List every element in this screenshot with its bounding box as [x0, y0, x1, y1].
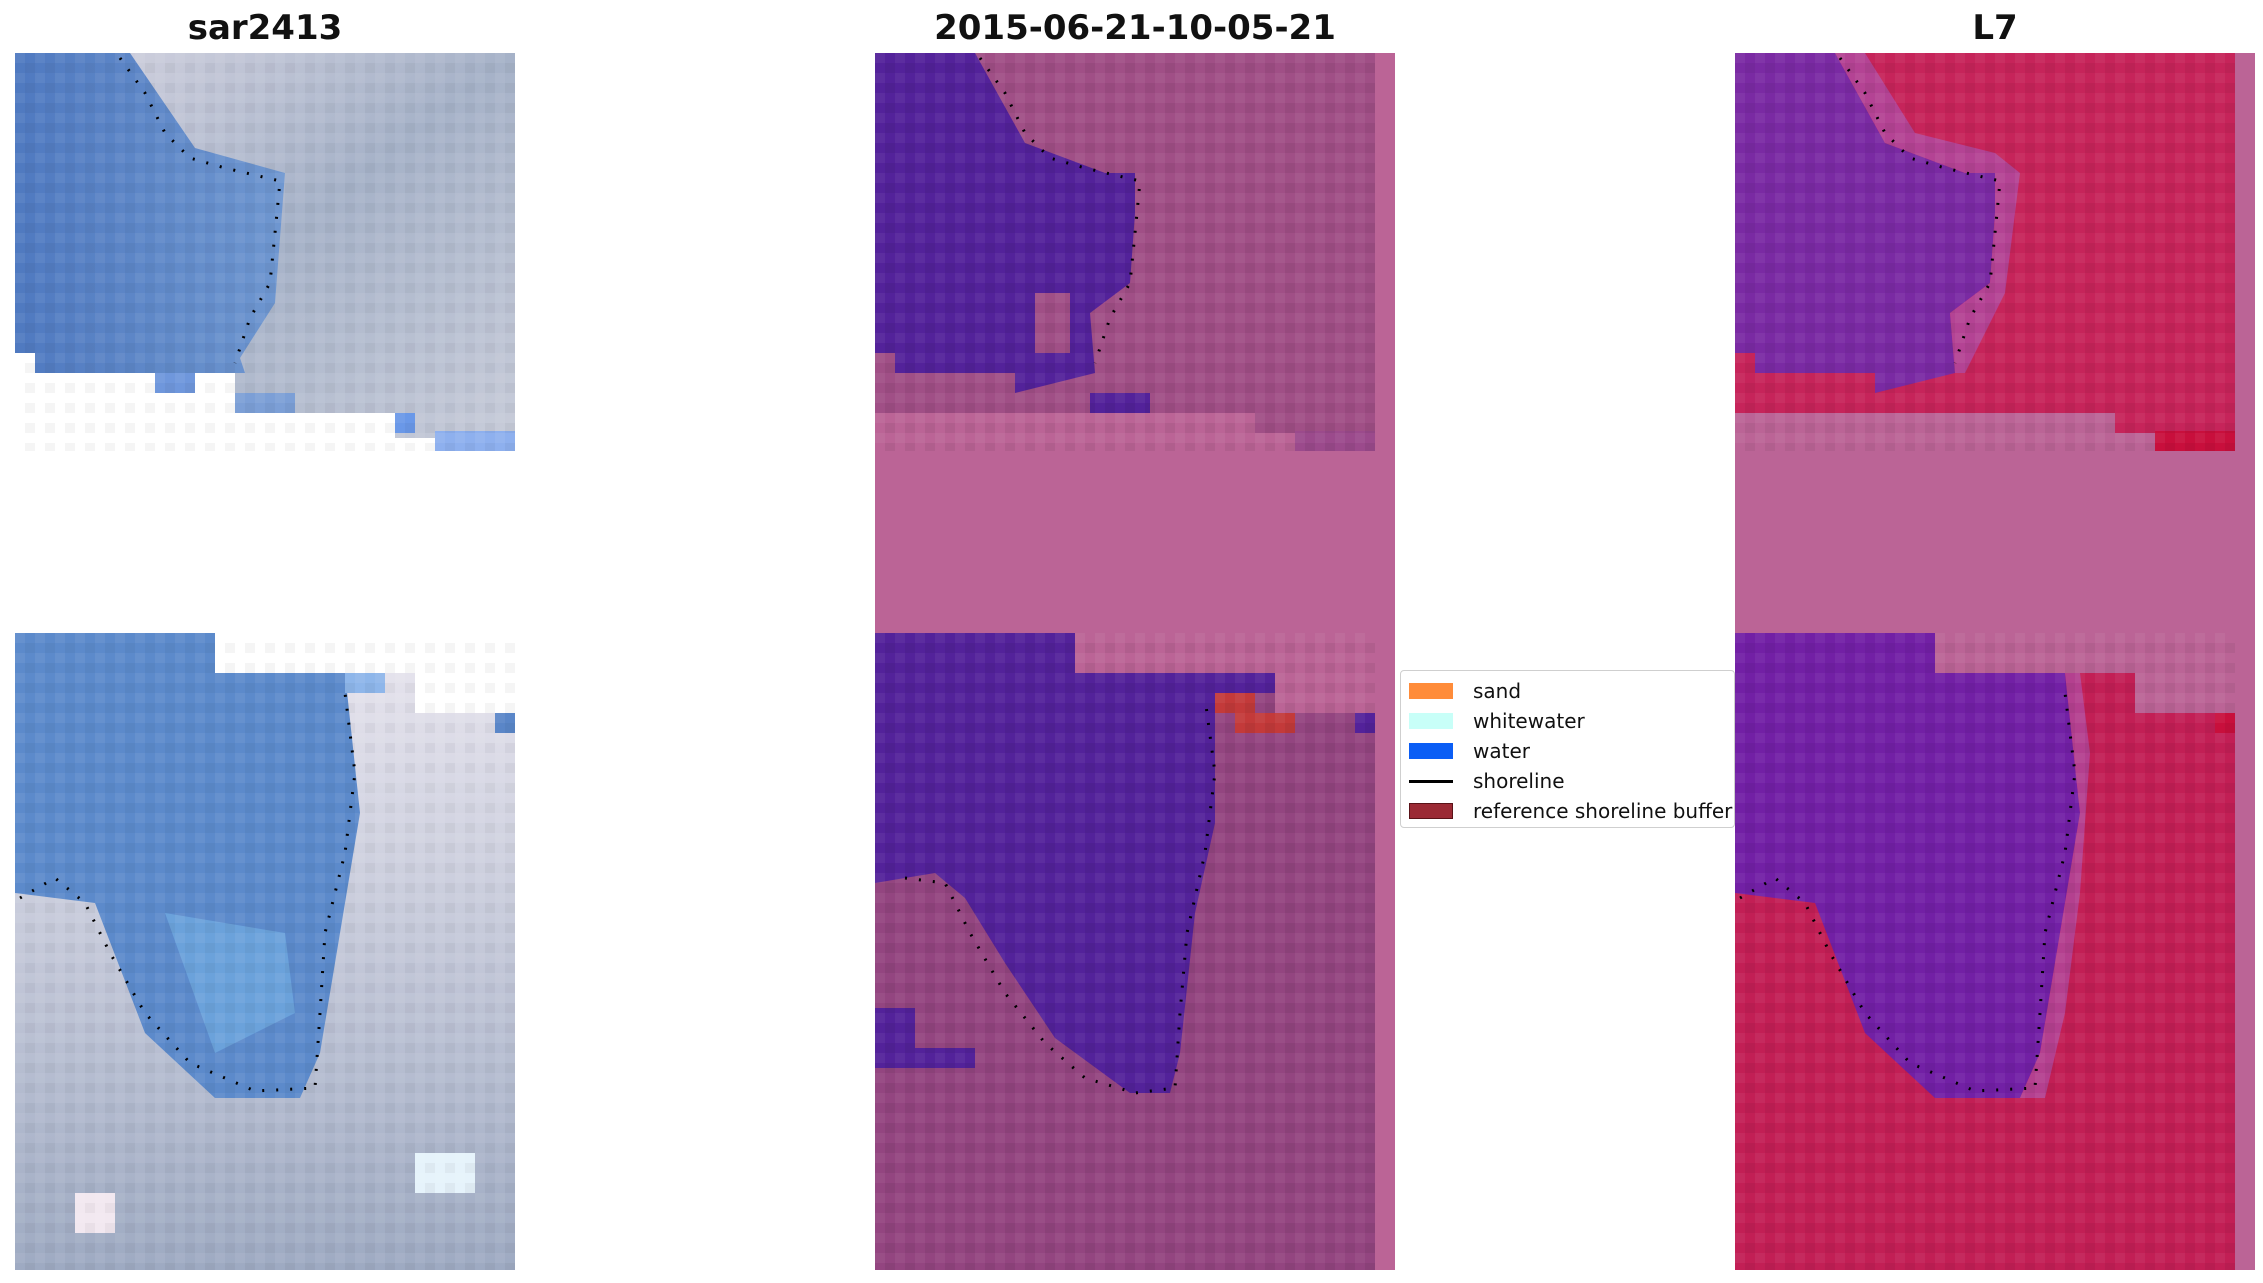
- legend-item-sand: sand: [1409, 676, 1521, 706]
- panel-title-index: L7: [1972, 8, 2018, 48]
- legend-label: water: [1473, 739, 1530, 763]
- reference-buffer-swatch: [1409, 803, 1453, 819]
- panel-title-classification: 2015-06-21-10-05-21: [934, 8, 1336, 48]
- index-image-panel: [1735, 53, 2255, 1270]
- legend-item-reference-buffer: reference shoreline buffer: [1409, 796, 1732, 826]
- legend-item-shoreline: shoreline: [1409, 766, 1565, 796]
- legend-label: sand: [1473, 679, 1522, 703]
- sand-swatch: [1409, 683, 1453, 699]
- legend-label: whitewater: [1473, 709, 1585, 733]
- legend-label: reference shoreline buffer: [1473, 799, 1733, 823]
- panel-title-rgb: sar2413: [187, 8, 343, 48]
- water-swatch: [1409, 743, 1453, 759]
- legend-item-water: water: [1409, 736, 1530, 766]
- classification-panel: [875, 53, 1395, 1270]
- rgb-image-panel: [15, 53, 515, 1270]
- legend-label: shoreline: [1473, 769, 1565, 793]
- legend-item-whitewater: whitewater: [1409, 706, 1585, 736]
- whitewater-swatch: [1409, 713, 1453, 729]
- shoreline-line-swatch: [1409, 779, 1453, 783]
- legend: sand whitewater water shoreline referenc…: [1400, 670, 1735, 828]
